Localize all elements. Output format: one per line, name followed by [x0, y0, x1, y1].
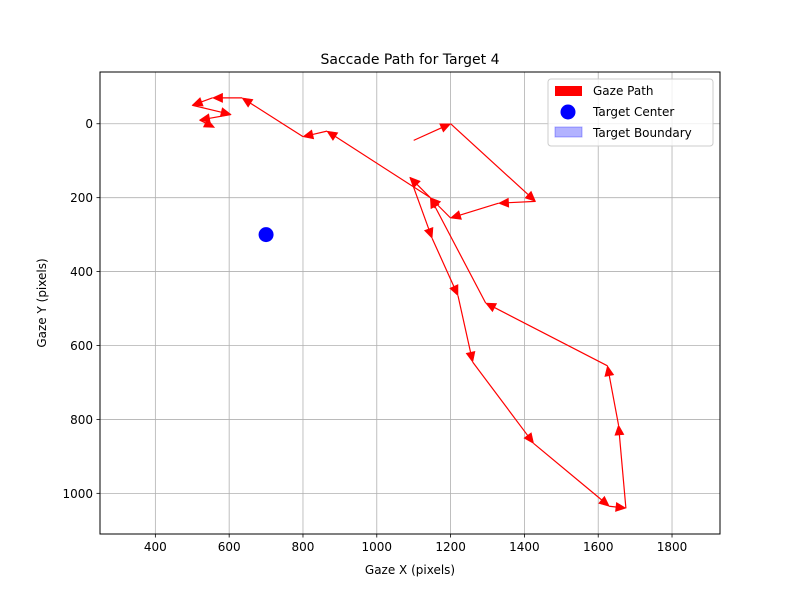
chart-title: Saccade Path for Target 4 [321, 52, 500, 68]
gaze-arrow-shaft [192, 104, 222, 113]
gaze-arrow-head [615, 502, 627, 512]
y-tick-label: 600 [70, 339, 93, 353]
gaze-arrow-shaft [201, 97, 213, 103]
y-tick-label: 1000 [62, 487, 93, 501]
gaze-arrow [449, 202, 499, 220]
gaze-arrow-head [523, 432, 535, 445]
gaze-arrow-head [423, 226, 434, 240]
legend-point-swatch [560, 104, 576, 120]
gaze-arrow [497, 197, 536, 208]
grid-lines [100, 72, 720, 534]
gaze-arrow [211, 92, 243, 103]
gaze-arrow-head [429, 197, 440, 210]
gaze-arrow-shaft [416, 183, 431, 199]
gaze-arrow-head [604, 365, 615, 377]
legend: Gaze Path Target Center Target Boundary [547, 78, 714, 147]
gaze-arrow-head [497, 197, 510, 208]
gaze-arrow-head [211, 92, 223, 103]
gaze-arrow [326, 130, 431, 199]
axis-ticks: 400 600 800 1000 1200 1400 1600 1800 0 200 400 600 8… [62, 117, 687, 554]
legend-arrow-swatch [555, 86, 582, 96]
target-layer [258, 227, 274, 243]
gaze-arrow-head [485, 302, 498, 313]
gaze-arrow-shaft [472, 361, 529, 436]
gaze-arrow-shaft [508, 200, 536, 204]
gaze-arrow-head [302, 129, 315, 140]
gaze-arrow [302, 129, 328, 140]
gaze-arrow [485, 302, 608, 367]
legend-box [547, 78, 714, 147]
gaze-arrow-shaft [457, 295, 472, 353]
gaze-arrow [429, 197, 487, 304]
gaze-arrow-shaft [434, 206, 487, 304]
gaze-arrow-shaft [450, 123, 529, 196]
x-tick-label: 1200 [435, 540, 466, 554]
gaze-arrow-shaft [608, 375, 620, 426]
plot-area [100, 72, 720, 534]
y-tick-label: 400 [70, 265, 93, 279]
gaze-arrow-head [241, 97, 254, 108]
gaze-arrow-head [449, 210, 462, 220]
gaze-path [191, 92, 627, 512]
x-tick-label: 400 [144, 540, 167, 554]
x-tick-label: 600 [218, 540, 241, 554]
y-tick-label: 0 [85, 117, 93, 131]
target-center-point [258, 227, 274, 243]
gaze-arrow [191, 97, 213, 107]
y-axis-label: Gaze Y (pixels) [35, 258, 49, 347]
gaze-arrow-shaft [609, 505, 617, 508]
gaze-arrow-shaft [199, 119, 206, 124]
gaze-arrow-shaft [436, 204, 452, 219]
gaze-arrow-head [326, 130, 339, 141]
gaze-arrow-shaft [618, 434, 627, 509]
gaze-arrow [614, 424, 627, 509]
gaze-arrow-head [439, 123, 452, 133]
x-tick-label: 1600 [583, 540, 614, 554]
gaze-arrow [609, 502, 627, 512]
gaze-arrow [472, 361, 535, 445]
plot-frame [99, 71, 721, 535]
gaze-arrow-shaft [312, 130, 328, 136]
gaze-arrow [199, 118, 216, 128]
legend-label-target-center: Target Center [592, 105, 674, 119]
x-tick-label: 1000 [362, 540, 393, 554]
gaze-arrow [450, 123, 537, 202]
gaze-arrow [413, 123, 452, 141]
y-tick-label: 200 [70, 191, 93, 205]
gaze-arrow-shaft [250, 102, 304, 138]
gaze-arrow [533, 442, 610, 507]
gaze-arrow-shaft [431, 238, 455, 287]
legend-area-swatch [554, 126, 583, 138]
gaze-arrow-head [191, 97, 204, 107]
gaze-arrow-shaft [413, 127, 442, 141]
gaze-arrow [604, 365, 620, 426]
gaze-arrow [241, 97, 304, 138]
legend-label-gaze-path: Gaze Path [593, 84, 654, 98]
gaze-arrow-head [524, 190, 537, 202]
gaze-arrow-head [614, 424, 625, 436]
gaze-arrow-head [202, 118, 216, 128]
y-tick-label: 800 [70, 413, 93, 427]
gaze-arrow-shaft [459, 202, 499, 216]
gaze-arrow-shaft [494, 307, 608, 367]
gaze-arrow-shaft [209, 113, 232, 119]
gaze-arrow-head [598, 495, 610, 507]
gaze-arrow-shaft [533, 442, 602, 501]
x-tick-label: 1800 [657, 540, 688, 554]
x-tick-label: 800 [292, 540, 315, 554]
x-axis-label: Gaze X (pixels) [365, 563, 455, 577]
gaze-arrow-head [449, 284, 459, 297]
gaze-arrow [431, 238, 459, 297]
x-tick-label: 1400 [509, 540, 540, 554]
legend-label-target-boundary: Target Boundary [592, 126, 692, 140]
gaze-arrow-head [465, 351, 476, 363]
gaze-arrow [457, 295, 476, 363]
gaze-arrow-shaft [335, 136, 431, 199]
